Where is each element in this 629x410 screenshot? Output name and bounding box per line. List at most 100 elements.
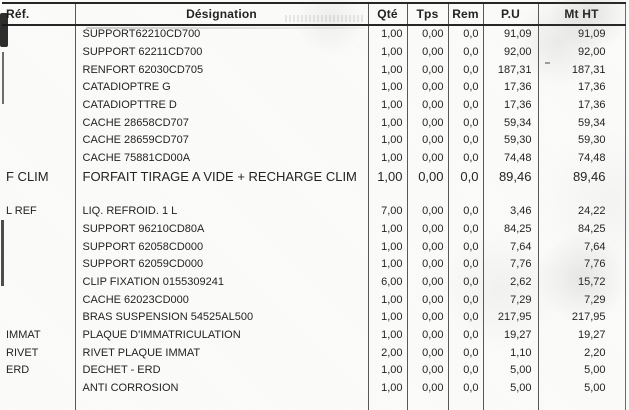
cell-tps: 0,00	[406, 344, 449, 363]
cell-designation: CACHE 28658CD707	[74, 114, 369, 133]
cell-tps: 0,00	[406, 220, 449, 239]
cell-designation-empty	[74, 397, 369, 410]
cell-pu	[482, 185, 539, 203]
cell-ref	[2, 96, 76, 115]
cell-pu: 89,46	[482, 167, 539, 186]
table-row: CACHE 75881CD00A 1,00 0,00 0,0 74,48 74,48	[2, 149, 626, 168]
table-row: CACHE 62023CD000 1,00 0,00 0,0 7,29 7,29	[2, 291, 626, 309]
cell-ref	[2, 61, 76, 80]
col-header-qty: Qté	[367, 2, 408, 26]
cell-qty: 1,00	[367, 255, 408, 274]
cell-mt: 15,72	[537, 273, 626, 292]
cell-pu: 217,95	[482, 309, 539, 327]
cell-ref	[2, 220, 76, 239]
cell-designation: CACHE 75881CD00A	[74, 149, 369, 168]
cell-rem: 0,0	[447, 238, 484, 256]
cell-qty: 1,00	[367, 220, 408, 239]
cell-tps: 0,00	[406, 132, 449, 150]
cell-mt: 7,76	[537, 255, 626, 274]
cell-rem	[447, 185, 484, 203]
cell-ref: F CLIM	[2, 167, 76, 186]
cell-qty	[367, 185, 408, 203]
cell-pu: 7,64	[482, 238, 539, 256]
table-row: RENFORT 62030CD705 1,00 0,00 0,0 187,31 187,3…	[2, 61, 626, 80]
cell-tps: 0,00	[406, 273, 449, 292]
cell-tps: 0,00	[406, 379, 449, 398]
cell-qty: 1,00	[367, 379, 408, 398]
cell-qty: 1,00	[367, 309, 408, 327]
cell-qty: 6,00	[367, 273, 408, 292]
cell-rem: 0,0	[447, 220, 484, 239]
cell-tps: 0,00	[406, 61, 449, 80]
cell-ref	[2, 79, 76, 97]
cell-tps: 0,00	[406, 96, 449, 115]
cell-ref	[2, 309, 76, 327]
cell-pu: 84,25	[482, 220, 539, 239]
cell-pu: 3,46	[482, 202, 539, 221]
table-row: BRAS SUSPENSION 54525AL500 1,00 0,00 0,0 217…	[2, 309, 626, 327]
cell-ref	[2, 185, 76, 203]
cell-qty: 7,00	[367, 202, 408, 221]
cell-ref: RIVET	[2, 344, 76, 363]
cell-tps: 0,00	[406, 167, 449, 186]
cell-tps: 0,00	[406, 362, 449, 380]
table-row: SUPPORT 62059CD000 1,00 0,00 0,0 7,76 7,76	[2, 255, 626, 274]
col-header-rem: Rem	[447, 2, 484, 26]
cell-qty: 1,00	[367, 114, 408, 133]
cell-tps: 0,00	[406, 149, 449, 168]
cell-rem: 0,0	[447, 79, 484, 97]
cell-pu: 17,36	[482, 96, 539, 115]
cell-pu: 7,76	[482, 255, 539, 274]
cell-tps-empty	[406, 397, 449, 410]
cell-designation: FORFAIT TIRAGE A VIDE + RECHARGE CLIM	[74, 167, 369, 186]
cell-ref: L REF	[2, 202, 76, 221]
table-row: F CLIM FORFAIT TIRAGE A VIDE + RECHARGE C…	[2, 167, 626, 186]
cell-mt: 19,27	[537, 326, 626, 345]
cell-designation: SUPPORT 96210CD80A	[74, 220, 369, 239]
cell-mt: 24,22	[537, 202, 626, 221]
cell-ref-empty	[2, 397, 76, 410]
cell-mt: 74,48	[537, 149, 626, 168]
cell-designation: CATADIOPTRE G	[74, 79, 369, 97]
cell-mt: 17,36	[537, 96, 626, 115]
cell-designation: DECHET - ERD	[74, 362, 369, 380]
cell-tps: 0,00	[406, 255, 449, 274]
cell-designation: CLIP FIXATION 0155309241	[74, 273, 369, 292]
cell-pu: 59,30	[482, 132, 539, 150]
cell-rem: 0,0	[447, 25, 484, 44]
cell-qty: 1,00	[367, 43, 408, 62]
table-row: CACHE 28659CD707 1,00 0,00 0,0 59,30 59,30	[2, 132, 626, 150]
cell-rem: 0,0	[447, 96, 484, 115]
cell-rem: 0,0	[447, 149, 484, 168]
cell-mt: 91,09	[537, 25, 626, 44]
cell-mt: 89,46	[537, 167, 626, 186]
cell-rem: 0,0	[447, 132, 484, 150]
table-filler-row	[2, 397, 626, 410]
table-row: IMMAT PLAQUE D'IMMATRICULATION 1,00 0,00 0,0…	[2, 326, 626, 345]
table-row: RIVET RIVET PLAQUE IMMAT 2,00 0,00 0,0 1,10 2,…	[2, 344, 626, 363]
cell-designation: SUPPORT62210CD700	[74, 25, 369, 44]
cell-mt: 5,00	[537, 379, 626, 398]
cell-qty: 1,00	[367, 167, 408, 186]
cell-pu: 91,09	[482, 25, 539, 44]
cell-rem: 0,0	[447, 167, 484, 186]
cell-pu: 187,31	[482, 61, 539, 80]
cell-rem-empty	[447, 397, 484, 410]
cell-pu: 7,29	[482, 291, 539, 309]
cell-designation: CATADIOPTTRE D	[74, 96, 369, 115]
cell-tps: 0,00	[406, 114, 449, 133]
table-body: SUPPORT62210CD700 1,00 0,00 0,0 91,09 91,09 SU…	[2, 25, 626, 410]
table-row: CATADIOPTTRE D 1,00 0,00 0,0 17,36 17,36	[2, 96, 626, 115]
cell-ref: IMMAT	[2, 326, 76, 345]
cell-pu: 92,00	[482, 43, 539, 62]
cell-pu: 5,00	[482, 362, 539, 380]
cell-ref	[2, 238, 76, 256]
cell-ref	[2, 273, 76, 292]
col-header-pu: P.U	[482, 2, 539, 26]
cell-mt: 187,31	[537, 61, 626, 80]
cell-tps: 0,00	[406, 238, 449, 256]
cell-pu: 2,62	[482, 273, 539, 292]
cell-designation: SUPPORT 62058CD000	[74, 238, 369, 256]
